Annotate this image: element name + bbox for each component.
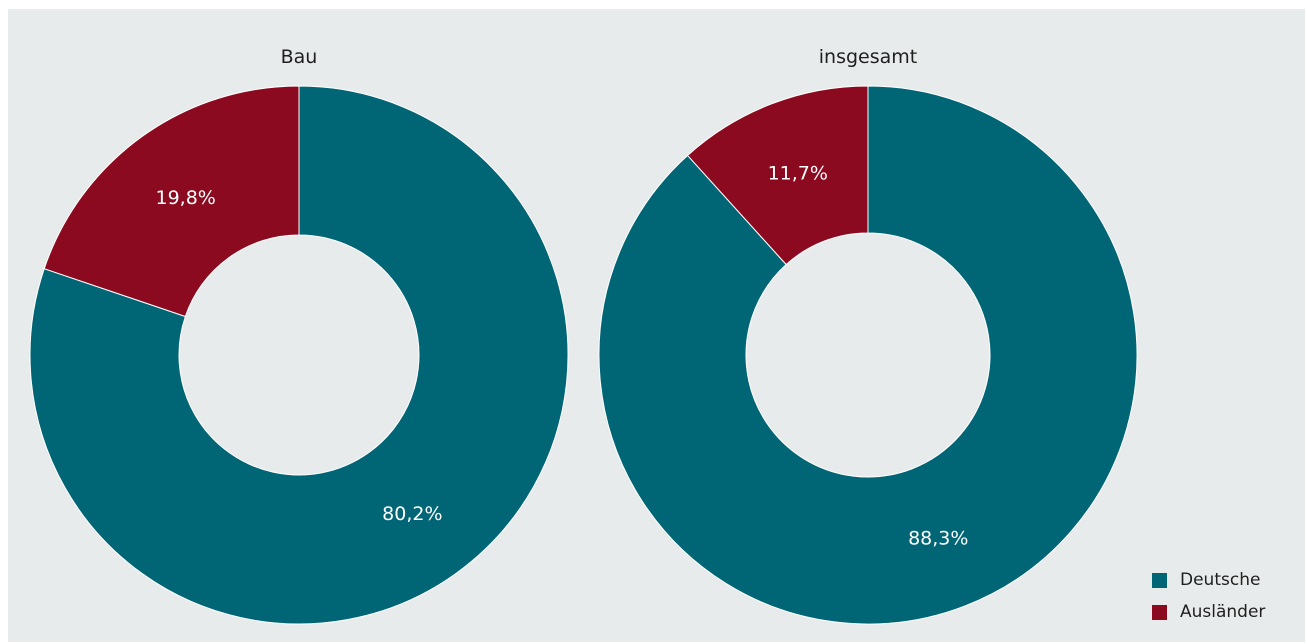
slice-label-deutsche: 80,2% bbox=[382, 503, 442, 525]
slice-label-deutsche: 88,3% bbox=[908, 527, 968, 549]
donut-chart-bau: Bau 80,2% 19,8% bbox=[29, 46, 569, 625]
legend-label-auslaender: Ausländer bbox=[1180, 602, 1266, 622]
slice-deutsche bbox=[598, 85, 1138, 625]
chart-title: Bau bbox=[281, 46, 318, 68]
legend: Deutsche Ausländer bbox=[1152, 564, 1265, 628]
slice-auslaender bbox=[43, 85, 300, 318]
legend-item-deutsche: Deutsche bbox=[1152, 564, 1265, 596]
slice-label-auslaender: 19,8% bbox=[155, 187, 215, 209]
legend-swatch-deutsche bbox=[1152, 572, 1167, 588]
slice-auslaender bbox=[686, 85, 869, 266]
legend-item-auslaender: Ausländer bbox=[1152, 596, 1265, 628]
legend-swatch-auslaender bbox=[1152, 604, 1167, 620]
slice-deutsche bbox=[29, 85, 569, 625]
legend-label-deutsche: Deutsche bbox=[1180, 570, 1261, 590]
donut-chart-insgesamt: insgesamt 88,3% 11,7% bbox=[598, 46, 1138, 625]
slice-label-auslaender: 11,7% bbox=[768, 163, 828, 185]
chart-title: insgesamt bbox=[819, 46, 917, 68]
